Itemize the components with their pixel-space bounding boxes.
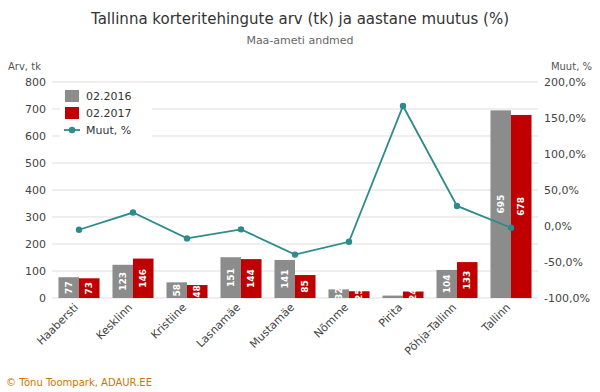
grid-line	[52, 190, 538, 191]
y2-tick-label: 0,0%	[544, 220, 572, 233]
footer: © Tõnu Toompark, ADAUR.EE	[6, 377, 152, 388]
line-marker	[508, 225, 514, 231]
legend-label: Muut, %	[86, 124, 131, 137]
x-tick-label: Mustamäe	[247, 301, 297, 351]
x-tick-label: Põhja-Tallinn	[402, 301, 459, 358]
y-tick-label: 500	[25, 157, 46, 170]
y-tick-label: 800	[25, 76, 46, 89]
data-label: 85	[300, 280, 310, 293]
bar	[241, 259, 262, 298]
bar	[79, 278, 100, 298]
title: Tallinna korteritehingute arv (tk) ja aa…	[90, 10, 509, 28]
y-tick-label: 100	[25, 265, 46, 278]
x-tick-label: Nõmme	[311, 301, 351, 341]
background	[0, 0, 600, 392]
line-marker	[184, 235, 190, 241]
line-marker	[454, 203, 460, 209]
bar	[382, 296, 403, 298]
data-label: 48	[192, 285, 202, 298]
legend: 02.2016 02.2017 Muut, %	[60, 87, 152, 142]
bar	[166, 282, 187, 298]
data-label: 24	[408, 288, 418, 301]
data-label: 678	[516, 197, 526, 216]
y-tick-label: 400	[25, 184, 46, 197]
data-label: 695	[496, 195, 506, 214]
legend-label: 02.2017	[86, 107, 132, 120]
y2-tick-label: 150,0%	[544, 112, 586, 125]
data-label: 77	[64, 281, 74, 294]
bar	[436, 270, 457, 298]
x-tick-label: Lasnamäe	[194, 301, 243, 350]
y2-tick-label: -100,0%	[544, 292, 590, 305]
data-label: 141	[280, 270, 290, 289]
line-marker	[130, 209, 136, 215]
data-label: 32	[334, 287, 344, 300]
y2-tick-label: 200,0%	[544, 76, 586, 89]
grid-line	[52, 217, 538, 218]
bar	[511, 115, 532, 298]
y2-axis-label: Muut, %	[551, 61, 592, 72]
line-marker	[346, 239, 352, 245]
bar	[58, 277, 79, 298]
legend-background	[60, 87, 152, 142]
x-tick-label: Tallinn	[479, 301, 513, 335]
data-label: 144	[246, 269, 256, 288]
bar	[295, 275, 316, 298]
y-tick-label: 200	[25, 238, 46, 251]
subtitle: Maa-ameti andmed	[246, 34, 353, 47]
legend-swatch-marker	[69, 127, 75, 133]
plot-area	[58, 103, 531, 298]
bar	[187, 285, 208, 298]
y2-tick-label: -50,0%	[544, 256, 583, 269]
y2-tick-label: 50,0%	[544, 184, 579, 197]
data-label: 25	[354, 288, 364, 301]
y-tick-label: 600	[25, 130, 46, 143]
legend-swatch	[65, 90, 79, 102]
bar	[274, 260, 295, 298]
grid-line	[52, 82, 538, 83]
data-label: 146	[138, 269, 148, 288]
data-label: 133	[462, 271, 472, 290]
line-marker	[76, 227, 82, 233]
data-label: 104	[442, 275, 452, 294]
data-label: 58	[172, 284, 182, 297]
bar	[220, 257, 241, 298]
grid	[52, 82, 538, 298]
x-tick-label: Kesklinn	[94, 301, 135, 342]
grid-line	[52, 244, 538, 245]
legend-swatch	[65, 107, 79, 119]
line-marker	[400, 103, 406, 109]
y-tick-label: 300	[25, 211, 46, 224]
data-labels: 77 123 58 151 141 32 104 695 73 146 48 144 85 25 24 133…	[64, 195, 527, 301]
y-axis-label: Arv, tk	[8, 61, 41, 72]
x-tick-label: Haabersti	[34, 301, 81, 348]
x-tick-label: Kristiine	[148, 301, 189, 342]
line-marker	[238, 226, 244, 232]
data-label: 123	[118, 272, 128, 291]
bar	[490, 110, 511, 298]
data-label: 73	[84, 282, 94, 295]
bar	[457, 262, 478, 298]
bar	[133, 259, 154, 298]
chart-container: Tallinna korteritehingute arv (tk) ja aa…	[0, 0, 600, 392]
line-marker	[292, 251, 298, 257]
y-tick-label: 700	[25, 103, 46, 116]
chart-svg: Tallinna korteritehingute arv (tk) ja aa…	[0, 0, 600, 392]
legend-label: 02.2016	[86, 90, 132, 103]
grid-line	[52, 163, 538, 164]
y2-tick-label: 100,0%	[544, 148, 586, 161]
bar	[112, 265, 133, 298]
y-tick-label: 0	[39, 292, 46, 305]
data-label: 151	[226, 268, 236, 287]
x-tick-label: Pirita	[376, 301, 405, 330]
